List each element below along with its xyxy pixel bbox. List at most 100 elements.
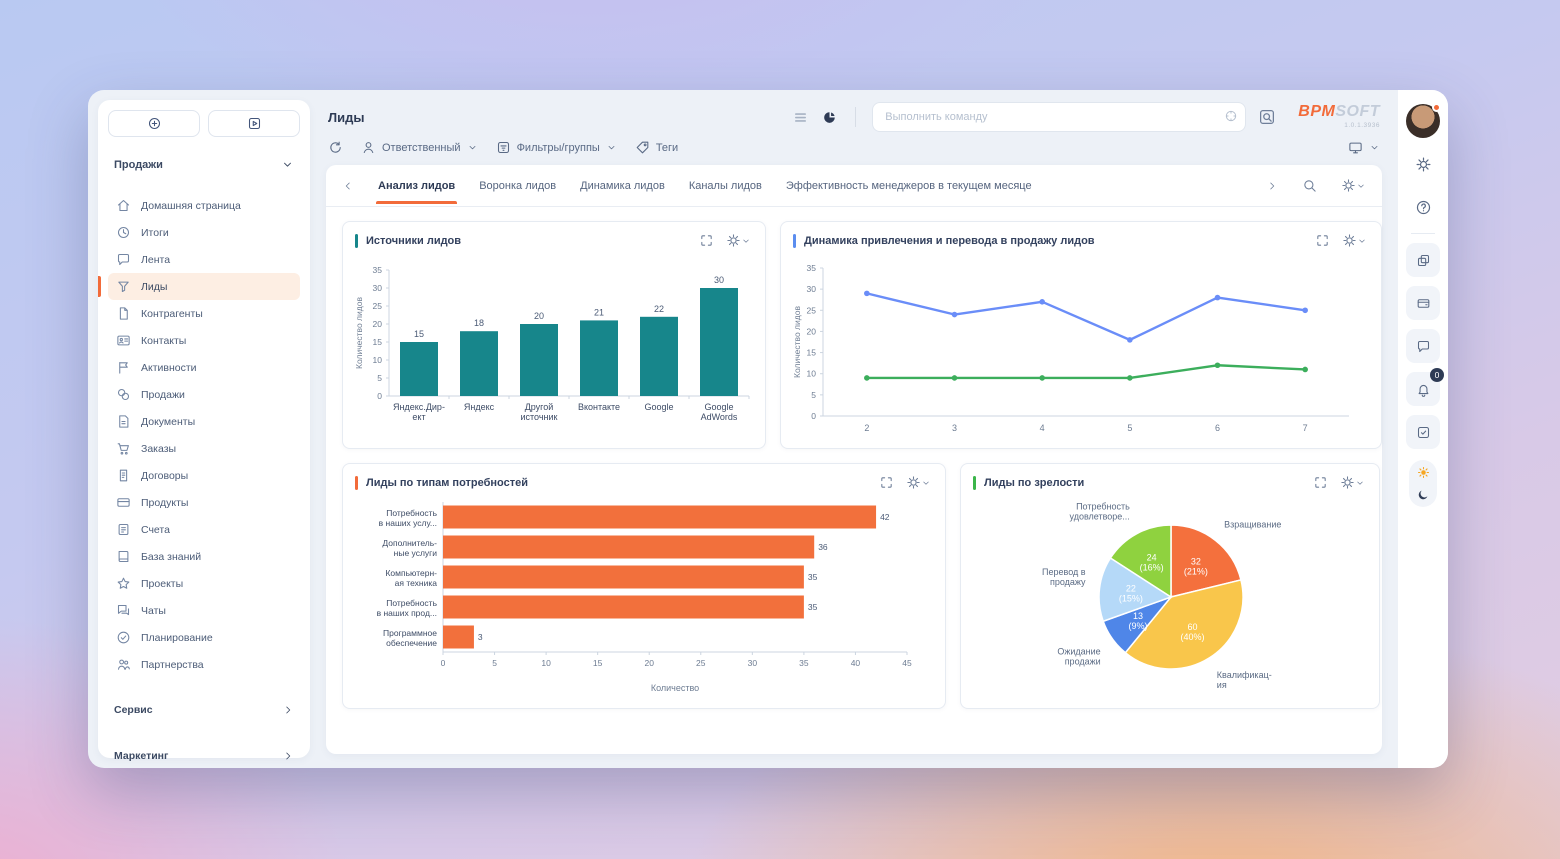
run-process-button[interactable] [208,110,300,137]
tab-lead-channels[interactable]: Каналы лидов [688,179,762,192]
help-icon[interactable] [1406,190,1440,224]
sidebar-item-invoices[interactable]: Счета [108,516,300,543]
lead-sources-bar-chart: 0 5 10 15 20 25 30 35 Количество лидов 15 Яндекс.Д… [354,265,750,422]
svg-text:4: 4 [1040,423,1045,433]
chart-settings-icon[interactable] [1338,473,1367,492]
tabs-scroll-right-icon[interactable] [1264,178,1280,194]
svg-text:10: 10 [807,369,817,379]
sidebar-item-activities[interactable]: Активности [108,354,300,381]
svg-text:Взращивание: Взращивание [1224,519,1281,529]
workplace-selector[interactable]: Продажи [108,155,300,174]
sidebar-item-projects[interactable]: Проекты [108,570,300,597]
chart-settings-icon[interactable] [904,473,933,492]
chevron-down-icon [1369,142,1380,153]
sidebar-item-feed[interactable]: Лента [108,246,300,273]
chart-card-lead-needs: Лиды по типам потребностей 0 5 10 15 20 25 30 3… [342,463,946,709]
responsible-filter-button[interactable]: Ответственный [361,140,478,155]
svg-text:30: 30 [748,658,758,668]
svg-text:Google: Google [704,402,733,412]
tab-manager-efficiency[interactable]: Эффективность менеджеров в текущем месяц… [785,179,1032,192]
chart-settings-icon[interactable] [1340,231,1369,250]
svg-text:в наших услу...: в наших услу... [379,518,437,528]
svg-text:40: 40 [851,658,861,668]
chart-title: Динамика привлечения и перевода в продаж… [804,234,1095,247]
dashboard-search-icon[interactable] [1300,176,1319,195]
sidebar-item-partnership[interactable]: Партнерства [108,651,300,678]
svg-text:3: 3 [478,632,483,642]
theme-toggle[interactable] [1409,460,1437,507]
sidebar-item-home[interactable]: Домашняя страница [108,192,300,219]
dashboard-settings-icon[interactable] [1339,176,1368,195]
command-input[interactable] [872,102,1247,132]
knowledge-base-icon [116,549,131,564]
sidebar-item-chats[interactable]: Чаты [108,597,300,624]
svg-text:Google: Google [644,402,673,412]
sidebar-item-planning[interactable]: Планирование [108,624,300,651]
expand-icon[interactable] [1313,231,1332,250]
svg-text:5: 5 [811,390,816,400]
notifications-bell-icon[interactable]: 0 [1406,368,1444,406]
expand-icon[interactable] [877,473,896,492]
svg-text:15: 15 [807,348,817,358]
svg-text:18: 18 [474,318,484,328]
svg-text:ая техника: ая техника [395,578,438,588]
svg-text:Программное: Программное [383,628,437,638]
analytics-view-icon[interactable] [820,108,839,127]
tabs-scroll-left-icon[interactable] [340,178,356,194]
chart-title: Лиды по типам потребностей [366,476,529,489]
chevron-down-icon [606,142,617,153]
wallet-icon[interactable] [1406,286,1440,320]
tab-lead-dynamics[interactable]: Динамика лидов [580,179,665,192]
tab-lead-analysis[interactable]: Анализ лидов [376,168,458,204]
svg-text:продажу: продажу [1050,577,1086,587]
global-search-icon[interactable] [1256,106,1278,128]
copy-pages-icon[interactable] [1406,243,1440,277]
settings-icon[interactable] [1406,147,1440,181]
svg-text:Другой: Другой [525,402,554,412]
svg-text:(9%): (9%) [1129,621,1148,631]
messages-icon[interactable] [1406,329,1440,363]
svg-text:Количество: Количество [651,683,699,693]
avatar[interactable] [1406,103,1441,138]
new-record-button[interactable] [108,110,200,137]
sidebar-item-knowledge-base[interactable]: База знаний [108,543,300,570]
svg-text:Яндекс: Яндекс [464,402,495,412]
svg-text:25: 25 [696,658,706,668]
display-settings-button[interactable] [1348,140,1380,155]
svg-text:36: 36 [818,542,828,552]
tab-lead-funnel[interactable]: Воронка лидов [479,179,557,192]
sidebar-item-documents[interactable]: Документы [108,408,300,435]
sidebar-item-summary[interactable]: Итоги [108,219,300,246]
chart-settings-icon[interactable] [724,231,753,250]
sidebar-item-contacts[interactable]: Контакты [108,327,300,354]
sidebar-item-service[interactable]: Сервис [108,696,300,724]
page-header: Лиды BPMSOFT 1.0.1.3936 [312,90,1396,136]
svg-text:в наших прод...: в наших прод... [377,608,437,618]
svg-text:5: 5 [1127,423,1132,433]
sidebar-item-products[interactable]: Продукты [108,489,300,516]
svg-text:источник: источник [521,412,558,422]
summary-icon [116,225,131,240]
refresh-button[interactable] [328,140,343,155]
sidebar-item-leads[interactable]: Лиды [98,273,300,300]
sidebar-item-contracts[interactable]: Договоры [108,462,300,489]
sidebar-item-orders[interactable]: Заказы [108,435,300,462]
svg-text:25: 25 [807,305,817,315]
expand-icon[interactable] [697,231,716,250]
list-view-icon[interactable] [791,108,810,127]
svg-text:15: 15 [414,329,424,339]
contracts-icon [116,468,131,483]
sidebar-item-marketing[interactable]: Маркетинг [108,742,300,768]
sidebar-item-accounts[interactable]: Контрагенты [108,300,300,327]
lead-maturity-pie-chart: 32(21%) Взращивание 60(40%) Квалификац-ия 13… [1042,502,1281,690]
filters-groups-button[interactable]: Фильтры/группы [496,140,617,155]
svg-text:60: 60 [1187,622,1197,632]
sales-icon [116,387,131,402]
tags-button[interactable]: Теги [635,140,678,155]
sidebar-menu: Домашняя страница Итоги Лента Лиды Контр… [98,192,300,678]
sidebar-item-sales[interactable]: Продажи [108,381,300,408]
main-area: Лиды BPMSOFT 1.0.1.3936 Ответственный [310,90,1398,768]
expand-icon[interactable] [1311,473,1330,492]
documents-icon [116,414,131,429]
tasks-icon[interactable] [1406,415,1440,449]
